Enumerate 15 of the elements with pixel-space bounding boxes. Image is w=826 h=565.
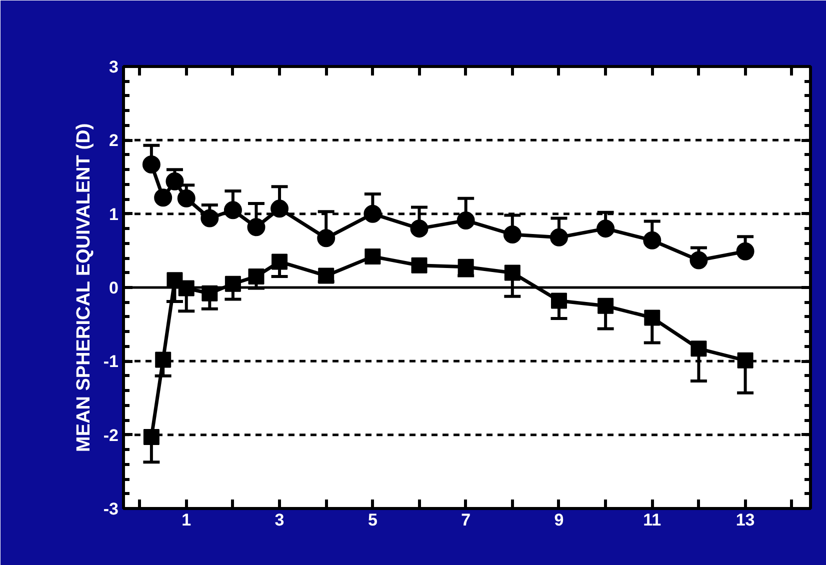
y-tick-label: 1	[109, 204, 119, 224]
x-tick-label: 3	[274, 510, 284, 530]
y-tick-label: -2	[103, 426, 119, 445]
x-tick-label: 7	[461, 510, 471, 530]
y-tick-label: 0	[109, 278, 119, 298]
y-axis-title: MEAN SPHERICAL EQUIVALENT (D)	[73, 123, 94, 452]
y-tick-label: 3	[109, 58, 119, 76]
y-tick-label: 2	[109, 131, 119, 150]
y-tick-label: -3	[103, 500, 119, 518]
x-tick-label: 1	[182, 510, 192, 530]
x-tick-label: 5	[368, 510, 378, 530]
x-tick-label: 13	[736, 510, 755, 530]
x-tick-label: 11	[643, 510, 662, 530]
x-tick-label: 9	[554, 510, 564, 530]
y-tick-label: -1	[103, 352, 119, 372]
